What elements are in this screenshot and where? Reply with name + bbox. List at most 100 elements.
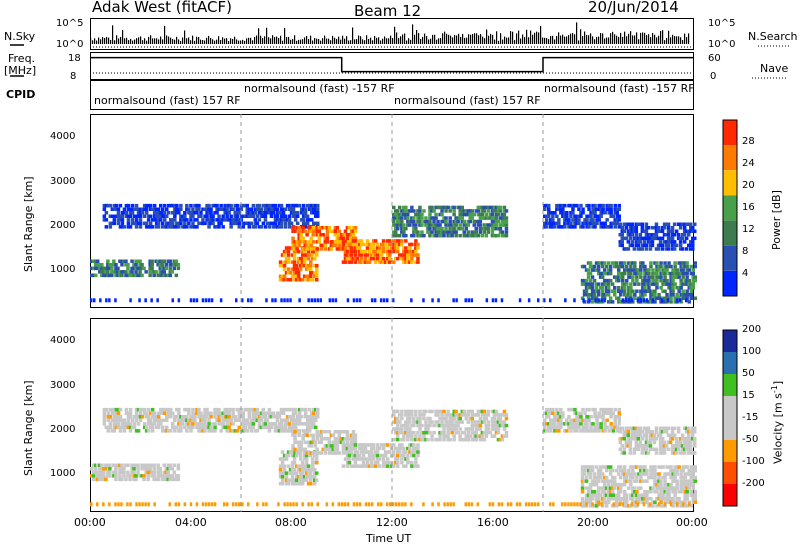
- count-bar: [438, 38, 440, 44]
- heat-cell: [626, 247, 631, 251]
- heat-cell: [392, 239, 396, 243]
- count-bar: [480, 34, 482, 44]
- heat-cell: [282, 471, 287, 475]
- heat-cell: [297, 433, 301, 437]
- heat-cell: [257, 425, 262, 430]
- heat-cell: [594, 479, 599, 483]
- heat-cell: [124, 273, 128, 278]
- heat-cell: [605, 418, 609, 422]
- count-bar: [94, 38, 96, 44]
- heat-cell: [301, 437, 305, 441]
- heat-cell: [349, 246, 354, 250]
- heat-cell: [309, 229, 313, 233]
- count-bar: [636, 32, 638, 44]
- heat-cell: [363, 464, 368, 468]
- heat-cell: [628, 236, 633, 241]
- heat-cell: [442, 437, 446, 442]
- heat-cell: [404, 464, 408, 468]
- heat-cell: [305, 233, 309, 237]
- heat-cell: [589, 429, 593, 433]
- heat-cell: [398, 427, 402, 431]
- heat-cell: [402, 223, 406, 227]
- heat-cell: [674, 440, 679, 445]
- heat-cell: [367, 256, 372, 261]
- heat-cell: [426, 219, 430, 224]
- heat-cell: [158, 259, 162, 263]
- heat-cell: [172, 263, 176, 267]
- heat-cell: [343, 246, 348, 250]
- ground-scatter: [389, 502, 392, 507]
- count-bar: [130, 38, 132, 44]
- heat-cell: [282, 453, 287, 458]
- heat-cell: [575, 415, 579, 419]
- count-bar: [314, 38, 316, 44]
- heat-cell: [371, 453, 376, 458]
- heat-cell: [100, 463, 104, 467]
- heat-cell: [691, 275, 695, 279]
- heat-cell: [608, 264, 613, 269]
- ground-scatter: [346, 298, 350, 303]
- heat-cell: [627, 289, 631, 293]
- heat-cell: [656, 229, 661, 233]
- heat-cell: [327, 437, 332, 441]
- ground-scatter: [437, 298, 440, 303]
- heat-cell: [229, 207, 233, 211]
- heat-cell: [470, 430, 474, 435]
- heat-cell: [104, 203, 109, 208]
- heat-cell: [586, 286, 591, 290]
- count-bar: [210, 38, 212, 44]
- count-bar: [114, 40, 116, 44]
- heat-cell: [203, 415, 207, 419]
- heat-cell: [444, 230, 448, 234]
- heat-cell: [549, 422, 553, 426]
- heat-cell: [410, 233, 414, 238]
- ground-scatter: [135, 502, 138, 507]
- heat-cell: [286, 253, 291, 257]
- heat-cell: [458, 226, 462, 231]
- heat-cell: [323, 243, 327, 248]
- heat-cell: [673, 479, 677, 483]
- count-bar: [564, 36, 566, 44]
- ground-scatter: [567, 502, 570, 507]
- heat-cell: [92, 470, 96, 475]
- heat-cell: [110, 411, 115, 415]
- heat-cell: [482, 437, 487, 442]
- ground-scatter: [192, 298, 196, 303]
- heat-cell: [265, 207, 270, 211]
- heat-cell: [136, 429, 141, 433]
- heat-cell: [386, 464, 390, 468]
- heat-cell: [586, 261, 591, 265]
- heat-cell: [563, 218, 567, 222]
- heat-cell: [410, 464, 414, 468]
- heat-cell: [159, 418, 163, 422]
- heat-cell: [452, 434, 456, 438]
- heat-cell: [693, 479, 697, 483]
- heat-cell: [312, 203, 316, 208]
- heat-cell: [170, 474, 174, 478]
- heat-cell: [684, 222, 689, 226]
- count-bar: [216, 39, 218, 44]
- heat-cell: [670, 451, 675, 455]
- heat-cell: [635, 493, 639, 497]
- heat-cell: [96, 259, 100, 263]
- heat-cell: [689, 447, 693, 452]
- count-bar: [592, 36, 594, 44]
- count-bar: [134, 39, 136, 44]
- heat-cell: [581, 225, 585, 229]
- ground-scatter: [352, 502, 356, 507]
- heat-cell: [466, 223, 470, 227]
- heat-cell: [148, 225, 153, 229]
- heat-cell: [150, 425, 155, 430]
- heat-cell: [689, 226, 693, 230]
- heat-cell: [580, 282, 585, 286]
- heat-cell: [450, 205, 454, 210]
- heat-cell: [671, 500, 675, 504]
- count-bar: [218, 36, 220, 44]
- heat-cell: [673, 468, 677, 473]
- power-colorbar-tick: 20: [742, 180, 755, 191]
- heat-cell: [118, 259, 122, 263]
- heat-cell: [547, 211, 551, 215]
- heat-cell: [279, 411, 284, 415]
- heat-cell: [179, 415, 183, 419]
- heat-cell: [302, 253, 307, 257]
